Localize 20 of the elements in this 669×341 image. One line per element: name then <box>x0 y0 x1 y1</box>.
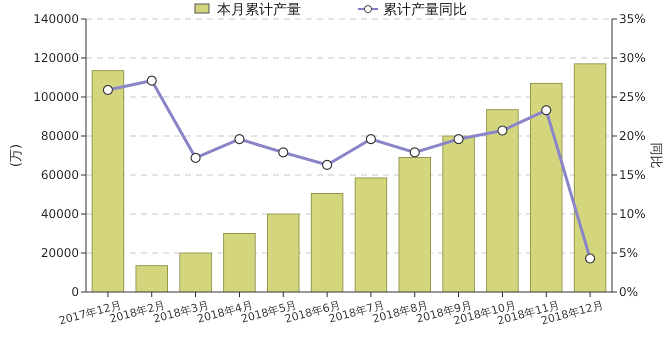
y-axis-title: (万) <box>9 144 24 168</box>
legend-label: 累计产量同比 <box>383 2 467 18</box>
y2-tick-label: 25% <box>619 90 646 104</box>
y-tick-label: 80000 <box>40 129 79 143</box>
y2-tick-label: 0% <box>619 285 638 299</box>
y-tick-label: 60000 <box>40 168 79 182</box>
y-tick-label: 20000 <box>40 246 79 260</box>
y2-tick-label: 5% <box>619 246 638 260</box>
y-tick-label: 140000 <box>33 12 79 26</box>
y2-axis-title: 同比 <box>648 142 663 168</box>
y-tick-label: 0 <box>71 285 79 299</box>
y-tick-label: 100000 <box>33 90 79 104</box>
y-tick-label: 120000 <box>33 51 79 65</box>
y2-tick-label: 10% <box>619 207 646 221</box>
y2-tick-label: 35% <box>619 12 646 26</box>
legend-label: 本月累计产量 <box>217 2 301 18</box>
y2-tick-label: 30% <box>619 51 646 65</box>
y2-tick-label: 20% <box>619 129 646 143</box>
y-tick-label: 40000 <box>40 207 79 221</box>
y2-tick-label: 15% <box>619 168 646 182</box>
